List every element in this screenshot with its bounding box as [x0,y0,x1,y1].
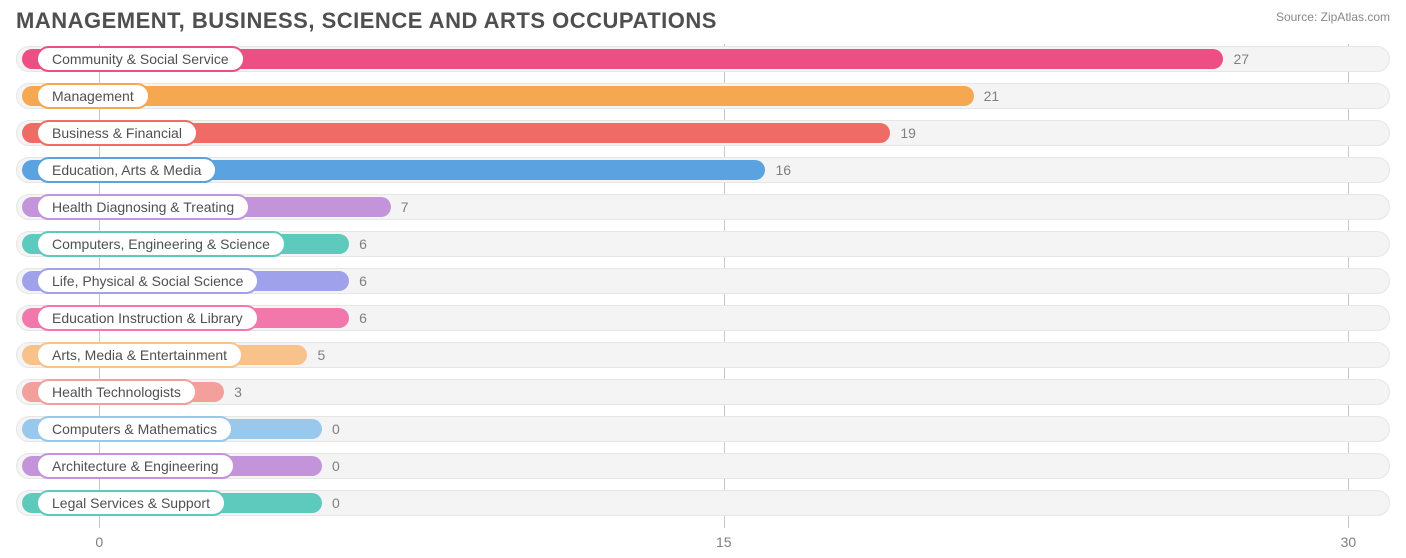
bar-value-label: 5 [317,347,325,363]
bar [22,86,974,106]
bar-row: 21 Management [16,81,1390,111]
bar-value-label: 16 [775,162,791,178]
x-tick-label: 0 [95,534,103,550]
chart-area: 0153027Community & Social Service21Manag… [16,44,1390,550]
bar-value-label: 0 [332,495,340,511]
bar-value-label: 0 [332,421,340,437]
bar-category-pill: Education Instruction & Library [36,305,259,331]
bar-value-label: 6 [359,273,367,289]
bar-row: 6 Computers, Engineering & Science [16,229,1390,259]
bar-value-label: 27 [1233,51,1249,67]
bar-row: 0 Computers & Mathematics [16,414,1390,444]
bar-value-label: 7 [401,199,409,215]
bar-row: 6 Education Instruction & Library [16,303,1390,333]
bar-category-pill: Life, Physical & Social Science [36,268,259,294]
bar-value-label: 3 [234,384,242,400]
bar-row: 5 Arts, Media & Entertainment [16,340,1390,370]
bar-row: 3 Health Technologists [16,377,1390,407]
bar-category-pill: Health Diagnosing & Treating [36,194,250,220]
plot: 0153027Community & Social Service21Manag… [16,44,1390,550]
bar-category-pill: Architecture & Engineering [36,453,235,479]
bar-row: 7 Health Diagnosing & Treating [16,192,1390,222]
bar-value-label: 21 [984,88,1000,104]
chart-title: MANAGEMENT, BUSINESS, SCIENCE AND ARTS O… [0,0,1406,34]
source-attribution: Source: ZipAtlas.com [1276,10,1390,24]
bar-row: 6 Life, Physical & Social Science [16,266,1390,296]
bar-category-pill: Arts, Media & Entertainment [36,342,243,368]
bar-category-pill: Computers & Mathematics [36,416,233,442]
source-label: Source: [1276,10,1317,24]
bar-category-pill: Education, Arts & Media [36,157,217,183]
bar-row: 16 Education, Arts & Media [16,155,1390,185]
bar-value-label: 19 [900,125,916,141]
bar-category-pill: Computers, Engineering & Science [36,231,286,257]
bar-value-label: 6 [359,310,367,326]
bar-row: 27 Community & Social Service [16,44,1390,74]
bar-category-pill: Management [36,83,150,109]
source-name: ZipAtlas.com [1321,10,1390,24]
bar-row: 0 Architecture & Engineering [16,451,1390,481]
bar-category-pill: Community & Social Service [36,46,245,72]
bar-value-label: 6 [359,236,367,252]
x-tick-label: 15 [716,534,732,550]
bar-category-pill: Legal Services & Support [36,490,226,516]
bar-row: 0 Legal Services & Support [16,488,1390,518]
bar-value-label: 0 [332,458,340,474]
x-tick-label: 30 [1341,534,1357,550]
bar-category-pill: Business & Financial [36,120,198,146]
bar-category-pill: Health Technologists [36,379,197,405]
bar-row: 19 Business & Financial [16,118,1390,148]
